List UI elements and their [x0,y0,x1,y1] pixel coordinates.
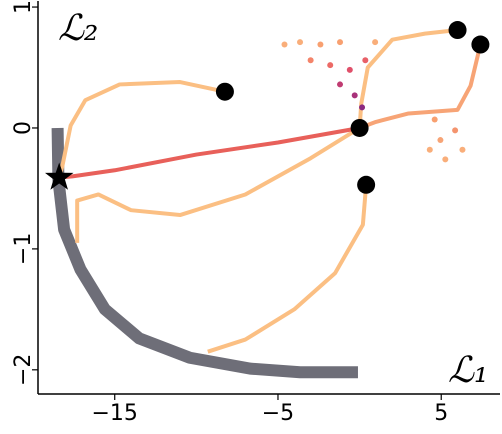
trajectory [57,80,226,179]
x-tick-label: 5 [434,401,448,426]
y-axis-label: ℒ₂ [58,8,98,49]
y-tick-label: −1 [11,233,36,265]
cloud-point [459,146,466,153]
y-tick-label: 0 [11,121,36,135]
cloud-point [337,81,344,88]
cloud-point [307,57,314,64]
x-tick-label: −15 [92,401,138,426]
cloud-point [426,146,433,153]
cloud-point [297,39,304,46]
trajectory [358,44,483,130]
trajectory [51,127,358,379]
start-point [350,118,369,137]
trajectory [59,125,360,180]
x-tick-label: −5 [262,401,294,426]
y-tick-label: 1 [11,0,36,14]
trajectory [75,126,361,243]
start-point [215,82,234,101]
cloud-point [346,66,353,73]
cloud-point [372,39,379,46]
cloud-point [359,104,366,111]
optimum-star [45,162,74,190]
trajectory [207,184,369,354]
cloud-point [362,57,369,64]
cloud-point [327,62,334,69]
y-tick-label: −2 [11,354,36,386]
cloud-point [317,41,324,48]
cloud-point [281,41,288,48]
start-point [448,21,467,40]
cloud-point [431,116,438,123]
cloud-point [351,92,358,99]
x-axis-label: ℒ₁ [448,350,488,391]
cloud-point [452,127,459,134]
cloud-point [437,137,444,144]
cloud-point [337,39,344,46]
start-point [357,175,376,194]
start-point [471,35,490,54]
cloud-point [442,156,449,163]
